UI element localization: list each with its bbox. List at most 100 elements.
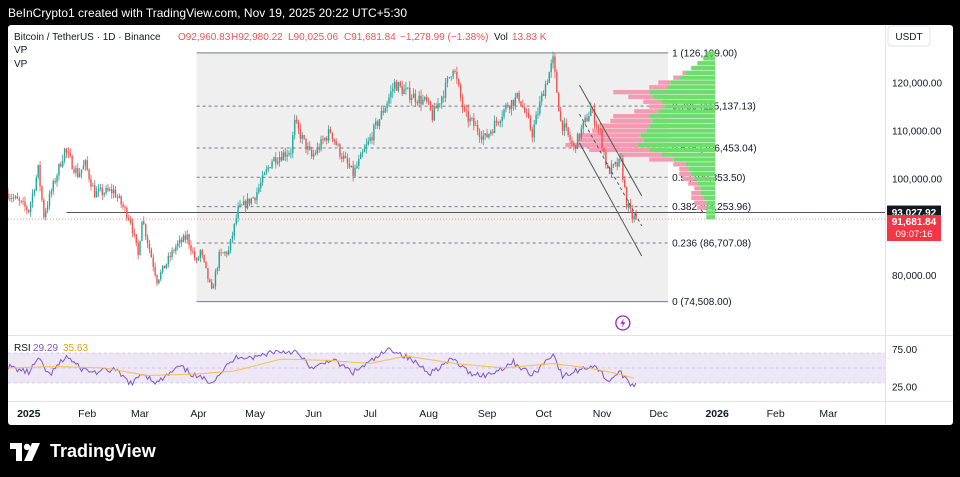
candle-body xyxy=(450,76,452,78)
volume-profile-up xyxy=(637,142,716,148)
candle-body xyxy=(356,165,358,168)
rsi-tick-label: 75.00 xyxy=(892,345,917,356)
candle-body xyxy=(320,139,322,150)
volume-profile-down xyxy=(634,109,659,114)
candle-body xyxy=(278,156,281,162)
candle-body xyxy=(427,100,430,102)
candle-body xyxy=(37,164,39,178)
candle-body xyxy=(163,265,166,269)
candle-body xyxy=(478,131,481,137)
rsi-pane[interactable]: RSI 29.29 35.63 75.00 25.00 xyxy=(8,335,953,394)
volume-profile-up xyxy=(685,162,716,167)
candle-body xyxy=(433,106,435,121)
time-axis[interactable]: 2025 Feb Mar Apr May Jun Jul Aug Sep Oct Nov Dec 202… xyxy=(8,25,953,425)
price-chart[interactable]: 1 (126,199.00)0.786 (115,137.13)0.618 (1… xyxy=(8,25,953,425)
volume-profile-down xyxy=(565,142,638,148)
candle-body xyxy=(471,118,473,119)
candle-body xyxy=(382,110,385,113)
legend-indicator-vp-1[interactable]: VP xyxy=(14,45,28,56)
candle-body xyxy=(158,279,160,284)
price-tick-label: 100,000.00 xyxy=(892,175,942,186)
candle-body xyxy=(344,155,347,158)
price-tick-label: 110,000.00 xyxy=(892,126,942,137)
volume-profile-up xyxy=(703,56,716,61)
candle-body xyxy=(573,142,575,146)
horizontal-line[interactable] xyxy=(8,212,885,220)
candle-body xyxy=(310,149,313,157)
legend-close: C91,681.84 xyxy=(344,32,396,43)
volume-profile-down xyxy=(649,85,668,90)
candle-body xyxy=(48,193,51,206)
volume-profile-down xyxy=(682,70,686,76)
event-markers[interactable] xyxy=(615,315,631,331)
candle-body xyxy=(243,200,245,205)
candle-body xyxy=(50,191,53,194)
candle-body xyxy=(629,203,632,209)
candle-body xyxy=(229,239,232,251)
candle-body xyxy=(54,180,56,183)
candle-body xyxy=(437,103,439,109)
candle-body xyxy=(393,81,396,89)
volume-profile-up xyxy=(652,94,716,100)
candle-body xyxy=(324,138,326,141)
price-label-text: 93,027.92 xyxy=(892,208,937,219)
candle-body xyxy=(105,188,107,194)
candle-body xyxy=(152,257,154,267)
tradingview-logo: TradingView xyxy=(10,441,156,462)
candle-body xyxy=(280,156,283,161)
price-axis[interactable]: USDT 80,000.0090,000.00100,000.00110,000… xyxy=(887,25,942,282)
volume-profile-up xyxy=(706,51,716,56)
candle-body xyxy=(180,239,183,243)
candle-body xyxy=(103,193,105,196)
candle-body xyxy=(358,159,360,166)
candle-body xyxy=(273,157,275,162)
fibonacci-retracement[interactable]: 1 (126,199.00)0.786 (115,137.13)0.618 (1… xyxy=(196,48,757,308)
candle-body xyxy=(210,281,213,289)
volume-profile-up xyxy=(706,200,716,205)
candle-body xyxy=(261,174,264,183)
candle-body xyxy=(239,204,241,207)
candle-body xyxy=(156,275,158,284)
volume-profile-up xyxy=(658,109,716,114)
candle-body xyxy=(154,266,156,276)
candle-body xyxy=(65,148,68,153)
candle-body xyxy=(305,138,307,150)
candle-body xyxy=(126,207,128,219)
candle-body xyxy=(299,128,302,139)
candle-body xyxy=(520,101,522,107)
candle-body xyxy=(265,169,268,173)
candle-body xyxy=(14,196,17,198)
time-tick-label: Apr xyxy=(190,408,207,420)
descending-channel[interactable] xyxy=(579,84,643,257)
candle-body xyxy=(614,162,617,165)
candle-body xyxy=(327,129,330,141)
candle-body xyxy=(388,97,390,104)
candle-body xyxy=(209,279,211,282)
candle-body xyxy=(429,101,432,111)
candle-body xyxy=(231,235,234,240)
legend-indicator-vp-2[interactable]: VP xyxy=(14,59,28,70)
candle-body xyxy=(18,198,21,201)
candle-body xyxy=(129,219,132,223)
candle-body xyxy=(173,250,175,252)
candle-body xyxy=(171,250,173,258)
volume-profile-up xyxy=(649,89,716,95)
candle-body xyxy=(92,185,94,187)
candle-body xyxy=(329,129,332,133)
candle-body xyxy=(260,182,262,188)
currency-badge[interactable] xyxy=(887,25,931,47)
candle-body xyxy=(188,234,190,245)
candle-body xyxy=(503,109,505,117)
rsi-ma-value: 35.63 xyxy=(63,343,88,354)
volume-profile-up xyxy=(640,133,716,138)
candle-body xyxy=(529,117,532,130)
time-tick-label: 2025 xyxy=(17,408,41,420)
candle-body xyxy=(395,81,398,91)
candle-body xyxy=(288,153,290,155)
price-tick-label: 80,000.00 xyxy=(892,271,937,282)
volume-profile-down xyxy=(628,94,653,100)
candle-body xyxy=(148,243,151,250)
volume-profile-down xyxy=(688,181,698,186)
candle-body xyxy=(303,135,305,139)
candle-body xyxy=(633,216,635,220)
